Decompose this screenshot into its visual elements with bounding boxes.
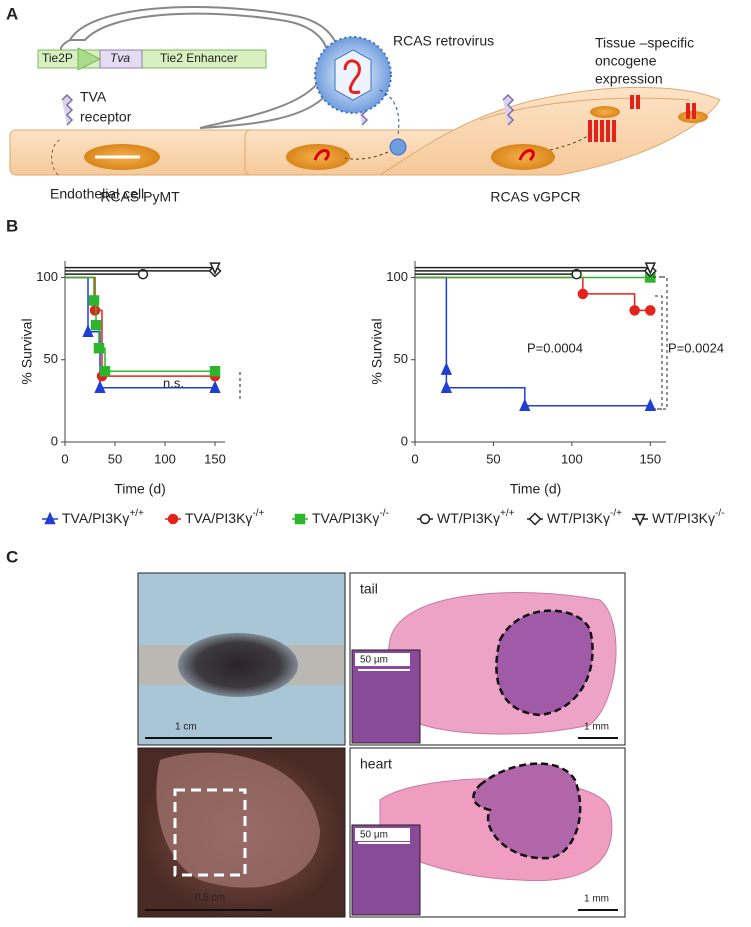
x-tick-label: 150 xyxy=(204,451,226,466)
legend-name: TVA/PI3Kγ xyxy=(62,510,129,526)
x-tick-label: 100 xyxy=(154,451,176,466)
panel-label: A xyxy=(6,4,18,23)
marker xyxy=(519,398,531,412)
bracket xyxy=(655,295,663,410)
tissue-label: heart xyxy=(360,756,392,772)
x-axis-label: Time (d) xyxy=(510,481,562,497)
marker xyxy=(90,319,102,331)
y-tick-label: 100 xyxy=(386,269,408,284)
y-tick-label: 0 xyxy=(51,433,58,448)
legend-name: TVA/PI3Kγ xyxy=(312,510,379,526)
inset-scale-bg xyxy=(355,653,410,666)
virus-label: RCAS retrovirus xyxy=(393,33,494,49)
scale-label: 0.5 cm xyxy=(195,893,225,904)
legend-superscript: -/- xyxy=(379,508,388,519)
promoter-label: Tie2P xyxy=(42,51,73,65)
chart-title: RCAS PyMT xyxy=(100,189,180,205)
marker xyxy=(82,324,94,338)
y-tick-label: 50 xyxy=(44,351,58,366)
legend-superscript: -/+ xyxy=(610,508,622,519)
tissue-label: tail xyxy=(360,581,378,597)
x-tick-label: 0 xyxy=(411,451,418,466)
legend-name: WT/PI3Kγ xyxy=(547,510,610,526)
legend-superscript: +/+ xyxy=(129,508,144,519)
scale-label: 1 mm xyxy=(584,722,609,733)
panel-label: C xyxy=(6,547,18,566)
cell-label: Endothelial cell xyxy=(50,186,144,202)
marker xyxy=(645,305,656,316)
y-tick-label: 50 xyxy=(394,351,408,366)
receptor-label: receptor xyxy=(80,109,132,125)
scale-label: 50 µm xyxy=(360,830,388,841)
marker xyxy=(571,268,582,280)
expression-label: expression xyxy=(595,71,663,87)
annotation: P=0.0004 xyxy=(527,340,583,355)
x-tick-label: 50 xyxy=(108,451,122,466)
annotation: n.s. xyxy=(163,375,184,390)
marker xyxy=(440,380,453,393)
bracket xyxy=(655,276,668,410)
marker xyxy=(88,295,100,306)
inset-scale-bg xyxy=(355,828,410,841)
marker xyxy=(209,380,221,393)
marker xyxy=(644,398,656,412)
gene-label: Tva xyxy=(110,51,130,65)
legend-marker xyxy=(419,513,431,525)
legend-entry: TVA/PI3Kγ+/+ xyxy=(62,508,144,526)
legend-name: TVA/PI3Kγ xyxy=(185,510,252,526)
marker xyxy=(209,365,221,377)
marker xyxy=(644,262,656,275)
legend-entry: WT/PI3Kγ-/- xyxy=(652,508,724,526)
marker xyxy=(89,305,101,316)
legend-superscript: -/- xyxy=(715,508,724,519)
legend-name: WT/PI3Kγ xyxy=(437,510,500,526)
y-tick-label: 100 xyxy=(36,269,58,284)
marker xyxy=(440,362,453,375)
legend-superscript: +/+ xyxy=(500,508,515,519)
legend-entry: TVA/PI3Kγ-/- xyxy=(312,508,389,526)
marker xyxy=(93,342,105,354)
legend-marker xyxy=(44,511,56,525)
x-tick-label: 150 xyxy=(639,451,661,466)
panel-label: B xyxy=(6,216,18,235)
chart-title: RCAS vGPCR xyxy=(490,189,580,205)
x-tick-label: 50 xyxy=(486,451,500,466)
marker xyxy=(629,305,640,316)
survival-line xyxy=(415,276,651,312)
panel-a-art xyxy=(9,6,721,176)
panel-c-images xyxy=(137,572,626,918)
expression-label: oncogene xyxy=(595,53,657,69)
marker xyxy=(99,365,111,377)
y-tick-label: 0 xyxy=(401,433,408,448)
marker xyxy=(94,380,106,393)
y-axis-label: % Survival xyxy=(19,318,35,384)
y-axis-label: % Survival xyxy=(369,318,385,384)
legend-name: WT/PI3Kγ xyxy=(652,510,715,526)
marker xyxy=(137,268,149,280)
legend-entry: TVA/PI3Kγ-/+ xyxy=(185,508,265,526)
scale-label: 50 µm xyxy=(360,655,388,666)
legend-marker xyxy=(528,512,542,526)
marker xyxy=(577,288,589,300)
legend-entry: WT/PI3Kγ+/+ xyxy=(437,508,515,526)
legend-marker xyxy=(634,513,646,527)
expression-label: Tissue –specific xyxy=(595,35,694,51)
x-tick-label: 100 xyxy=(561,451,583,466)
legend-entry: WT/PI3Kγ-/+ xyxy=(547,508,622,526)
marker xyxy=(209,262,221,275)
scale-label: 1 cm xyxy=(175,722,197,733)
x-axis-label: Time (d) xyxy=(114,481,166,497)
legend-superscript: -/+ xyxy=(252,508,264,519)
annotation: P=0.0024 xyxy=(668,340,724,355)
x-tick-label: 0 xyxy=(61,451,68,466)
legend-marker xyxy=(294,513,306,525)
enhancer-label: Tie2 Enhancer xyxy=(160,51,238,65)
receptor-label: TVA xyxy=(80,89,107,105)
scale-label: 1 mm xyxy=(584,894,609,905)
legend-marker xyxy=(167,513,179,525)
